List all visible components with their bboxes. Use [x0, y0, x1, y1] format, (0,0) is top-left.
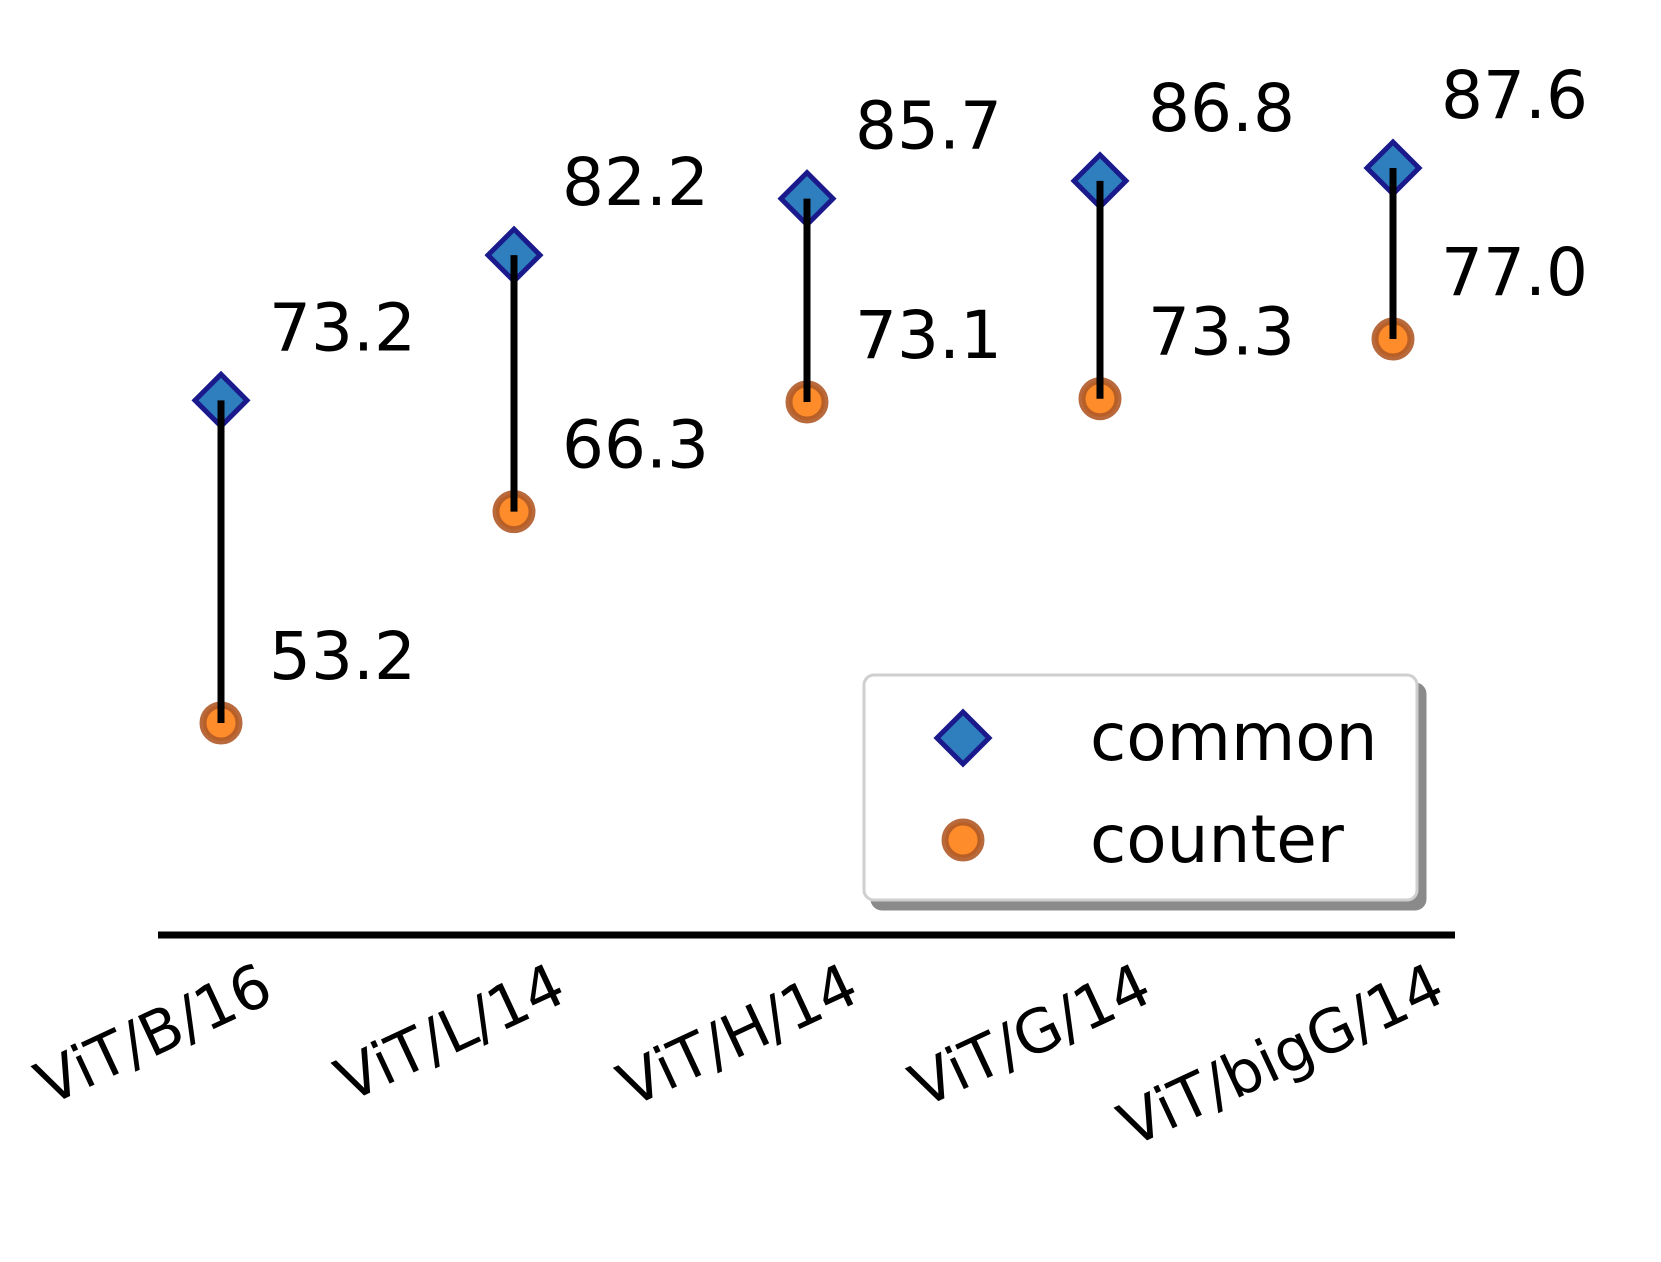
- legend: common counter: [862, 673, 1419, 902]
- x-tick-labels: ViT/B/16 ViT/L/14 ViT/H/14 ViT/G/14ViT/bigG…: [25, 950, 1454, 1161]
- legend-frame: [862, 673, 1419, 902]
- data-label-common-4: 87.6: [1441, 57, 1588, 134]
- legend-marker-counter: [941, 818, 985, 862]
- legend-label-common: common: [1090, 699, 1377, 776]
- data-label-counter-1: 66.3: [562, 407, 709, 484]
- x-tick-label-4: ViT/bigG/14: [1108, 950, 1454, 1161]
- data-label-counter-0: 53.2: [269, 618, 416, 695]
- data-label-counter-2: 73.1: [855, 297, 1002, 374]
- x-tick-label-2: ViT/H/14: [608, 950, 869, 1121]
- legend-label-counter: counter: [1090, 801, 1345, 878]
- x-tick-label-0: ViT/B/16: [25, 950, 282, 1120]
- data-label-counter-3: 73.3: [1148, 294, 1295, 371]
- legend-marker-common: [933, 708, 993, 768]
- data-label-common-3: 86.8: [1148, 70, 1295, 147]
- x-tick-label-1: ViT/L/14: [325, 950, 575, 1116]
- plot-area: 73.2 53.2 82.2 66.3 85.7 73.1 86.8 73.3 87.6 77.0: [191, 57, 1588, 745]
- data-label-counter-4: 77.0: [1441, 234, 1588, 311]
- data-label-common-2: 85.7: [855, 88, 1002, 165]
- data-label-common-1: 82.2: [562, 144, 709, 221]
- data-label-common-0: 73.2: [269, 289, 416, 366]
